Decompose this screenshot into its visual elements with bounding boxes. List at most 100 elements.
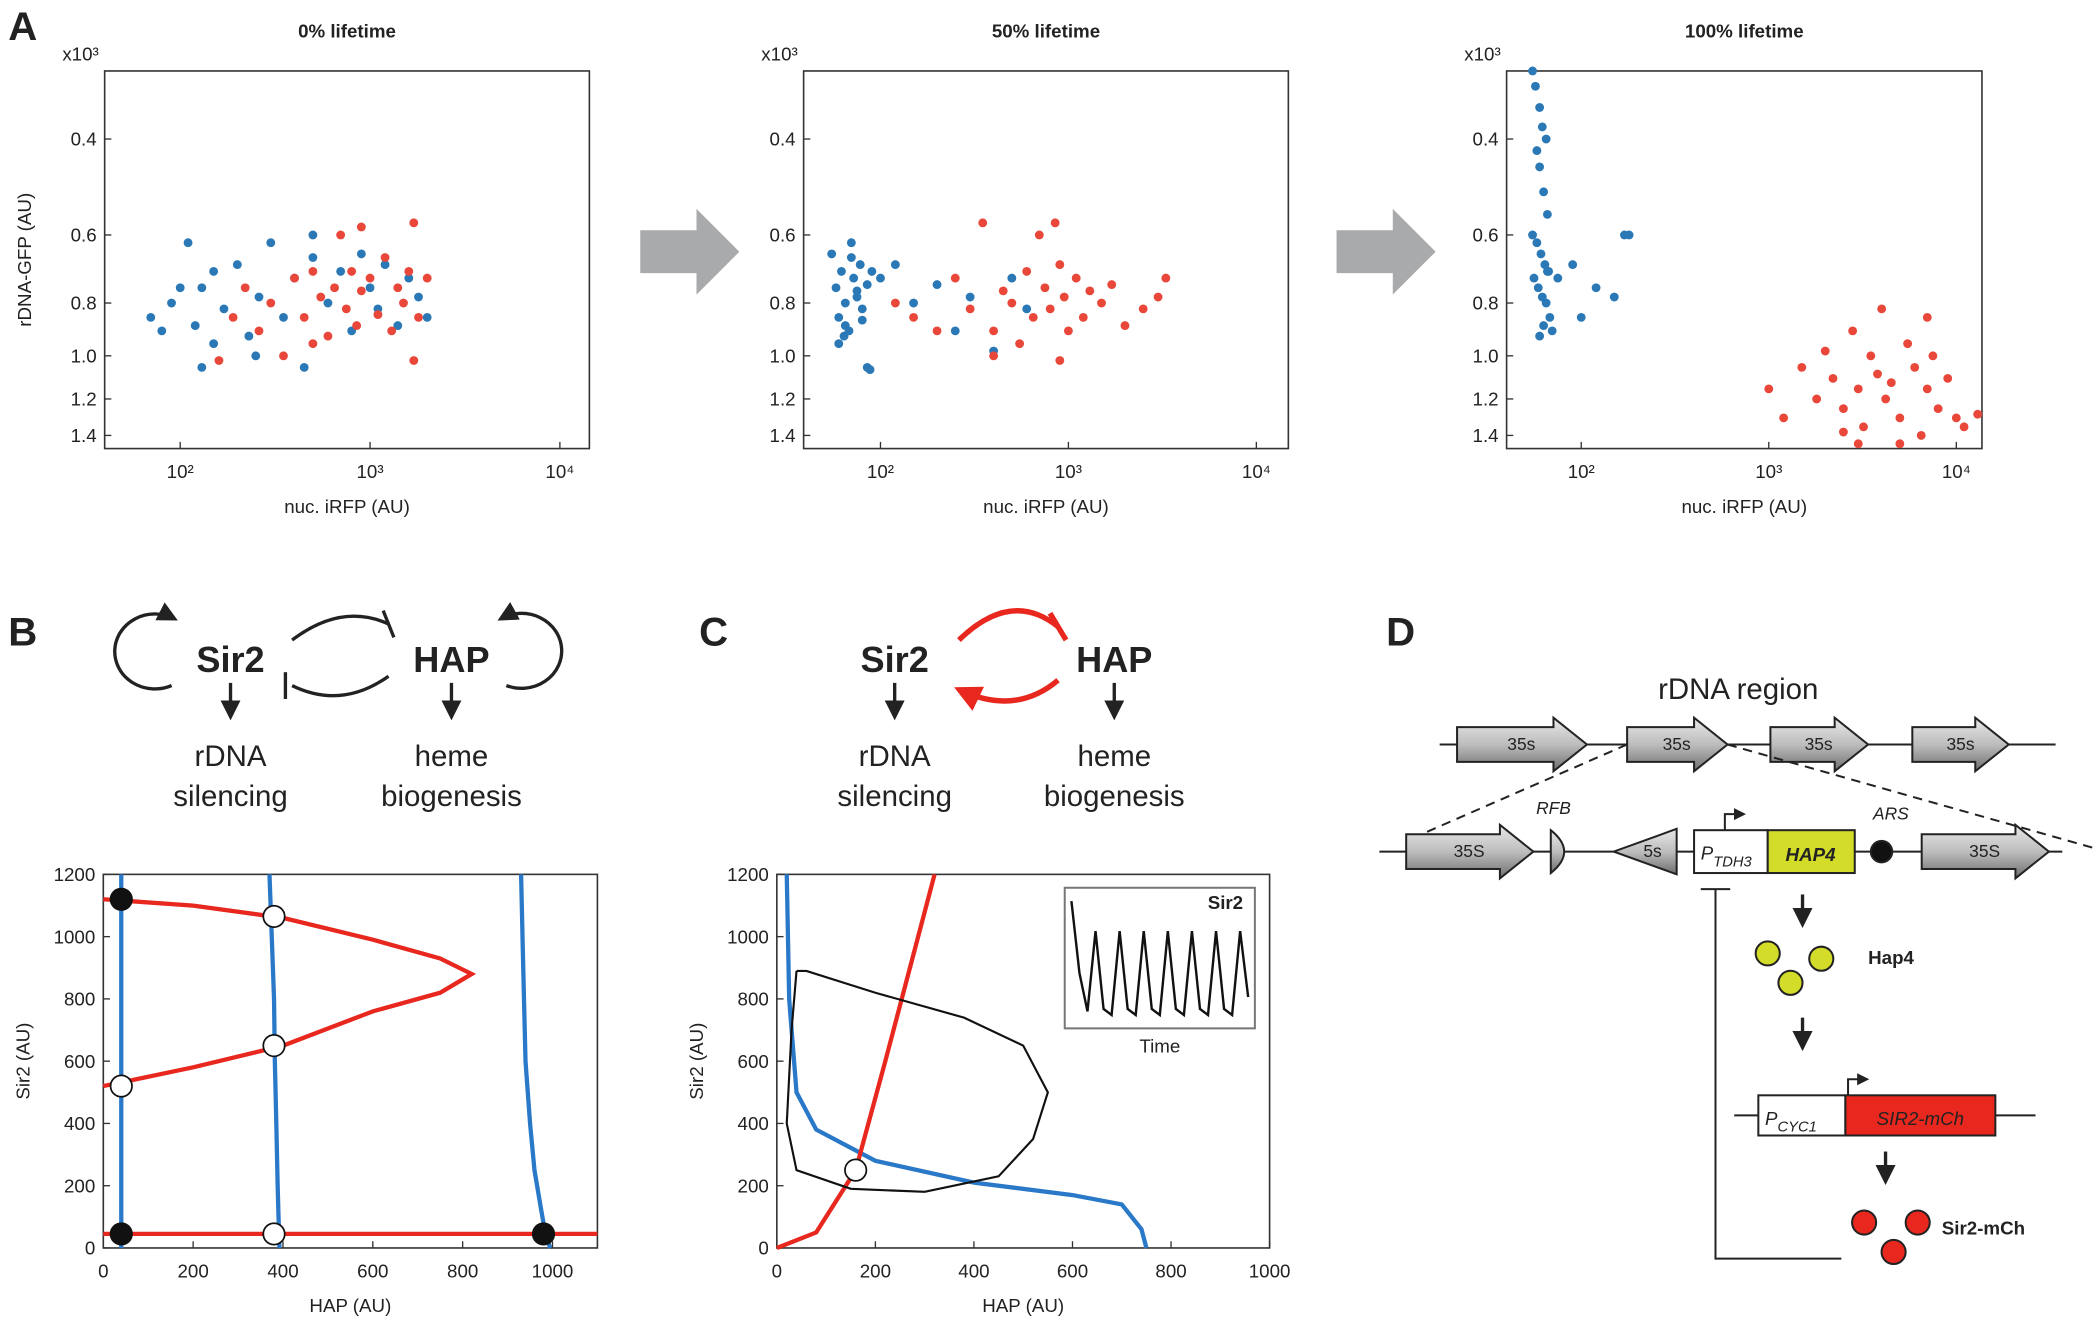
- point: [1853, 439, 1863, 449]
- point: [380, 253, 390, 262]
- node: Sir2: [861, 639, 929, 680]
- node: HAP: [413, 639, 489, 680]
- point: [1050, 218, 1060, 228]
- curve: [102, 897, 477, 1089]
- point: [393, 321, 403, 330]
- point: [1539, 187, 1549, 197]
- point: [978, 218, 988, 228]
- point: [1838, 427, 1848, 437]
- point: [1535, 331, 1545, 341]
- y-tick-label: 1.4: [1473, 425, 1499, 446]
- point: [1838, 404, 1848, 414]
- panel-label: D: [1386, 609, 1415, 654]
- point: [1779, 413, 1789, 423]
- protein: [1754, 940, 1781, 967]
- point: [1542, 209, 1552, 219]
- promoter-sub: TDH3: [1713, 854, 1752, 870]
- y-tick-label: 0.6: [770, 225, 796, 246]
- point: [414, 292, 423, 302]
- element-label: 35S: [1969, 841, 2000, 861]
- rdna-5s: [1610, 827, 1678, 876]
- point: [1531, 81, 1540, 91]
- point: [827, 249, 837, 259]
- point: [254, 292, 264, 302]
- point: [308, 253, 318, 262]
- point: [1040, 283, 1050, 293]
- plot-frame: [1505, 70, 1983, 450]
- chart-title: 100% lifetime: [1685, 20, 1804, 41]
- element-label: RFB: [1536, 798, 1571, 818]
- point: [336, 230, 346, 240]
- chart-title: 0% lifetime: [298, 20, 396, 41]
- element-label: 35S: [1454, 841, 1485, 861]
- point: [356, 249, 366, 259]
- point: [1895, 413, 1905, 423]
- node: HAP: [1076, 639, 1152, 680]
- x-tick-label: 10⁴: [1242, 461, 1271, 482]
- point: [167, 298, 176, 308]
- point: [1138, 304, 1148, 314]
- point: [1764, 384, 1774, 394]
- point: [831, 283, 841, 293]
- y-tick-label: 800: [64, 989, 95, 1010]
- point: [266, 298, 276, 308]
- zoom-line: [1405, 743, 1628, 842]
- point: [409, 356, 419, 365]
- x-tick-label: 200: [178, 1260, 209, 1281]
- point: [890, 298, 900, 308]
- point: [909, 298, 918, 308]
- point: [404, 273, 414, 283]
- point: [1547, 326, 1557, 336]
- rdna-35s: [1920, 822, 2051, 881]
- point: [1022, 304, 1032, 314]
- point: [1895, 439, 1905, 449]
- y-tick-label: 1.0: [770, 346, 796, 367]
- point: [837, 267, 846, 276]
- point: [279, 351, 288, 361]
- y-tick-label: 0.8: [71, 293, 97, 314]
- point: [1059, 292, 1069, 302]
- point: [1933, 404, 1943, 414]
- point: [950, 273, 960, 283]
- point: [190, 321, 200, 330]
- point: [1848, 326, 1858, 336]
- point: [1959, 422, 1969, 432]
- point: [209, 339, 219, 349]
- point: [998, 286, 1008, 296]
- point: [876, 273, 885, 283]
- point: [1107, 280, 1117, 289]
- y-multiplier: x10³: [1464, 43, 1500, 64]
- point: [1973, 409, 1983, 419]
- self-activation: [497, 602, 564, 691]
- point: [414, 312, 423, 322]
- point: [228, 312, 238, 322]
- point: [1591, 283, 1601, 293]
- x-tick-label: 0: [98, 1260, 108, 1281]
- point: [1903, 339, 1913, 349]
- protein-label: Hap4: [1868, 947, 1914, 968]
- x-tick-label: 800: [447, 1260, 478, 1281]
- ars: [1869, 839, 1894, 864]
- point: [308, 230, 318, 240]
- y-tick-label: 1.0: [1473, 346, 1499, 367]
- x-tick-label: 10²: [167, 461, 194, 482]
- repeat-label: 35s: [1663, 734, 1691, 754]
- x-tick-label: 10⁴: [545, 461, 574, 482]
- y-tick-label: 0.4: [770, 129, 796, 150]
- x-tick-label: 1000: [1249, 1260, 1291, 1281]
- repression: [957, 608, 1060, 642]
- y-tick-label: 1000: [54, 926, 96, 947]
- activation: [954, 678, 1060, 711]
- y-multiplier: x10³: [62, 43, 98, 64]
- y-tick-label: 0.6: [1473, 225, 1499, 246]
- y-tick-label: 1.4: [770, 425, 796, 446]
- point: [1055, 356, 1065, 365]
- y-tick-label: 1.2: [71, 389, 97, 410]
- point: [290, 273, 299, 283]
- x-tick-label: 600: [357, 1260, 388, 1281]
- point: [1853, 384, 1863, 394]
- point: [365, 273, 375, 283]
- inset-x-label: Time: [1139, 1035, 1180, 1056]
- y-tick-label: 1.0: [71, 346, 97, 367]
- point: [1071, 273, 1081, 283]
